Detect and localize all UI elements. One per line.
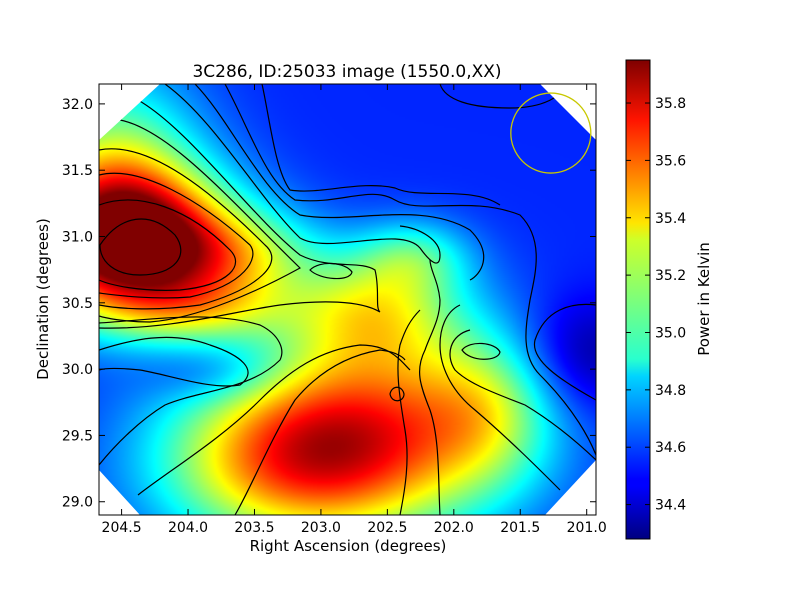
contour-line	[194, 84, 485, 281]
contour-line	[439, 304, 561, 491]
contour-line	[99, 199, 236, 291]
contour-line	[419, 259, 441, 515]
contour-line	[137, 344, 411, 496]
y-tick-label: 30.5	[62, 296, 93, 312]
colorbar-label: Power in Kelvin	[695, 242, 713, 356]
contour-line	[99, 218, 182, 276]
contour-line	[261, 84, 501, 206]
chart-title: 3C286, ID:25033 image (1550.0,XX)	[192, 62, 501, 82]
contour-line	[99, 99, 381, 329]
x-tick-label: 202.5	[367, 520, 407, 536]
contour-line	[309, 262, 353, 280]
y-tick-label: 29.5	[62, 428, 93, 444]
y-tick-label: 30.0	[62, 362, 93, 378]
colorbar-tick-label: 34.6	[655, 440, 686, 456]
contour-line	[224, 84, 596, 456]
x-tick-label: 204.5	[102, 520, 142, 536]
y-axis-ticks: 29.0 29.5 30.0 30.5 31.0 31.5 32.0	[62, 97, 596, 511]
contour-line	[461, 342, 501, 360]
colorbar-tick-label: 34.8	[655, 383, 686, 399]
plot-frame	[98, 83, 597, 516]
y-tick-label: 32.0	[62, 97, 93, 113]
contour-line	[234, 349, 406, 515]
colorbar-tick-label: 35.8	[655, 96, 686, 112]
contour-lines	[99, 84, 596, 515]
colorbar-tick-label: 35.4	[655, 211, 686, 227]
colorbar-tick-label: 34.4	[655, 498, 686, 514]
colorbar-tick-label: 35.0	[655, 325, 686, 341]
contour-line	[397, 309, 421, 515]
contour-line	[99, 148, 273, 310]
colorbar-gradient	[625, 59, 651, 540]
x-tick-label: 201.5	[500, 520, 540, 536]
x-tick-label: 203.5	[234, 520, 274, 536]
contour-line	[99, 119, 301, 323]
colorbar-ticks: 34.4 34.6 34.8 35.0 35.2 35.4 35.6 35.8	[626, 96, 686, 514]
contour-line	[533, 303, 596, 401]
y-tick-label: 31.5	[62, 163, 93, 179]
contour-line	[164, 84, 441, 264]
x-tick-label: 203.0	[301, 520, 341, 536]
x-axis-label: Right Ascension (degrees)	[250, 537, 447, 555]
heatmap-image	[99, 84, 596, 515]
contour-line	[99, 172, 254, 299]
colorbar-tick-label: 35.6	[655, 153, 686, 169]
y-axis-label: Declination (degrees)	[34, 218, 52, 380]
contour-line	[389, 386, 405, 402]
colorbar-tick-label: 35.2	[655, 268, 686, 284]
beam-circle	[510, 92, 592, 174]
heatmap	[99, 84, 596, 515]
x-tick-label: 204.0	[168, 520, 208, 536]
contour-line	[99, 336, 249, 387]
contour-line	[99, 316, 283, 466]
y-tick-label: 29.0	[62, 495, 93, 511]
x-tick-label: 202.0	[434, 520, 474, 536]
colorbar: 34.4 34.6 34.8 35.0 35.2 35.4 35.6 35.8 Power i…	[625, 59, 713, 540]
y-tick-label: 31.0	[62, 230, 93, 246]
contour-line	[449, 329, 596, 461]
x-axis-ticks: 204.5 204.0 203.5 203.0 202.5 202.0 201.5 201.0	[102, 84, 607, 536]
x-tick-label: 201.0	[567, 520, 607, 536]
